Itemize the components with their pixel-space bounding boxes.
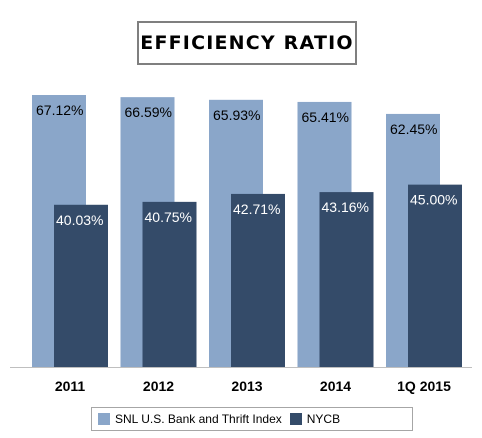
data-label-snl-3: 65.41% <box>302 109 349 125</box>
bar-nycb-1 <box>142 201 197 367</box>
x-tick-label-0: 2011 <box>55 378 86 394</box>
data-label-snl-2: 65.93% <box>213 107 260 123</box>
data-label-nycb-0: 40.03% <box>56 212 103 228</box>
data-label-nycb-2: 42.71% <box>233 201 280 217</box>
chart-legend: SNL U.S. Bank and Thrift Index NYCB <box>91 407 413 431</box>
legend-item-nycb: NYCB <box>289 412 341 426</box>
chart-title-box: EFFICIENCY RATIO <box>137 21 357 65</box>
x-tick-label-4: 1Q 2015 <box>397 378 451 394</box>
legend-label-nycb: NYCB <box>306 412 341 426</box>
x-tick-label-2: 2013 <box>231 378 262 394</box>
data-label-nycb-1: 40.75% <box>145 209 192 225</box>
legend-swatch-nycb <box>289 413 302 425</box>
legend-item-snl: SNL U.S. Bank and Thrift Index <box>98 412 282 426</box>
bar-nycb-2 <box>231 193 285 367</box>
legend-swatch-snl <box>98 413 110 425</box>
x-tick-label-1: 2012 <box>143 378 174 394</box>
bar-nycb-3 <box>319 192 374 367</box>
legend-label-snl: SNL U.S. Bank and Thrift Index <box>115 412 282 426</box>
data-label-nycb-3: 43.16% <box>322 199 369 215</box>
bar-nycb-4 <box>408 184 462 367</box>
data-label-nycb-4: 45.00% <box>410 192 457 208</box>
x-tick-label-3: 2014 <box>320 378 351 394</box>
chart-title: EFFICIENCY RATIO <box>140 32 354 54</box>
bar-nycb-0 <box>54 204 108 367</box>
data-label-snl-1: 66.59% <box>125 104 172 120</box>
data-label-snl-4: 62.45% <box>390 121 437 137</box>
data-label-snl-0: 67.12% <box>36 102 83 118</box>
